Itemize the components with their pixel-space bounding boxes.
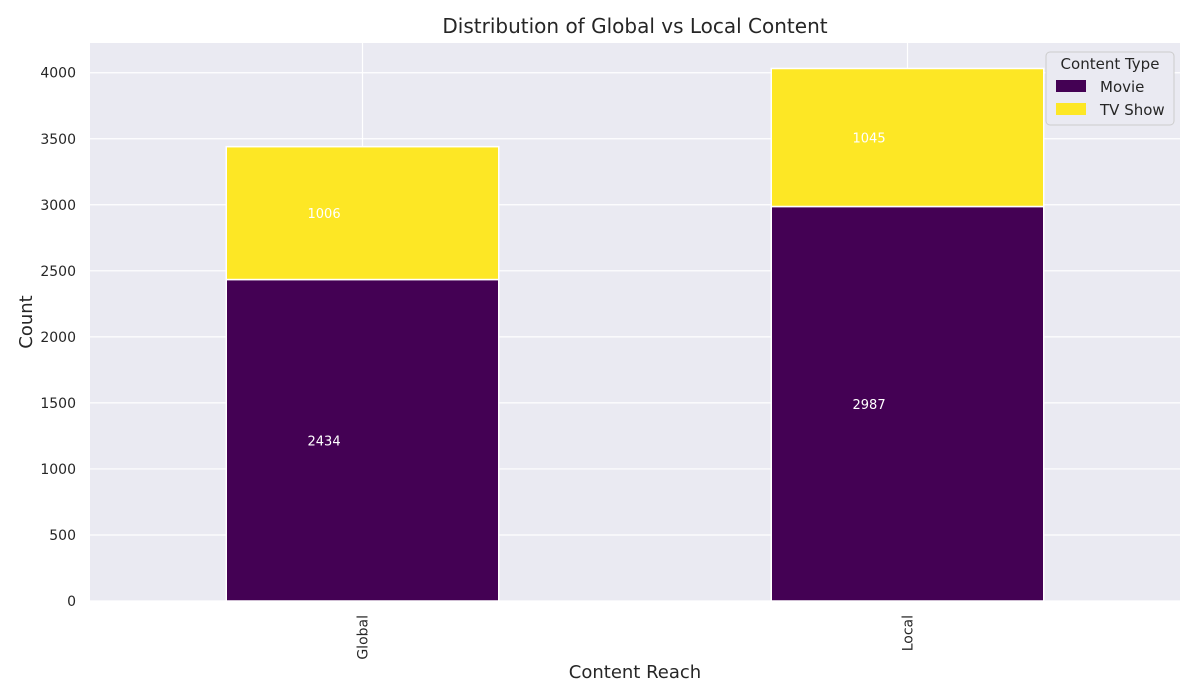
x-tick-label: Local [901, 615, 917, 651]
y-tick-label: 2000 [40, 330, 76, 346]
y-axis-label: Count [16, 295, 37, 348]
y-tick-label: 4000 [40, 66, 76, 82]
y-tick-labels: 0 500 1000 1500 2000 2500 3000 3500 4000 [40, 66, 76, 610]
y-tick-label: 500 [49, 528, 76, 544]
bar-value-label: 2987 [853, 398, 886, 413]
legend-title: Content Type [1061, 55, 1160, 73]
legend-swatch-tv-show [1056, 103, 1086, 115]
legend: Content Type Movie TV Show [1045, 51, 1175, 126]
bar-movie-local [770, 205, 1045, 602]
x-tick-label: Global [356, 615, 372, 660]
y-tick-label: 2500 [40, 264, 76, 280]
legend-swatch-movie [1056, 80, 1086, 92]
y-tick-label: 1000 [40, 462, 76, 478]
x-tick-labels: Global Local [356, 615, 917, 660]
chart-title: Distribution of Global vs Local Content [442, 14, 827, 38]
y-tick-label: 3500 [40, 132, 76, 148]
bar-value-label: 1006 [308, 207, 341, 222]
legend-label: TV Show [1099, 101, 1165, 119]
bar-value-label: 2434 [308, 434, 341, 449]
bar-tv-show-global [225, 145, 500, 281]
legend-label: Movie [1100, 78, 1144, 96]
bar-tv-show-local [770, 67, 1045, 208]
legend-items: Movie TV Show [1056, 78, 1165, 119]
y-tick-label: 1500 [40, 396, 76, 412]
bar-movie-global [225, 278, 500, 602]
x-axis-label: Content Reach [569, 662, 701, 683]
y-tick-label: 3000 [40, 198, 76, 214]
bar-labels-layer: 2434 1006 2987 1045 [308, 131, 886, 449]
bars-layer [225, 67, 1045, 602]
bar-value-label: 1045 [853, 131, 886, 146]
y-tick-label: 0 [67, 594, 76, 610]
